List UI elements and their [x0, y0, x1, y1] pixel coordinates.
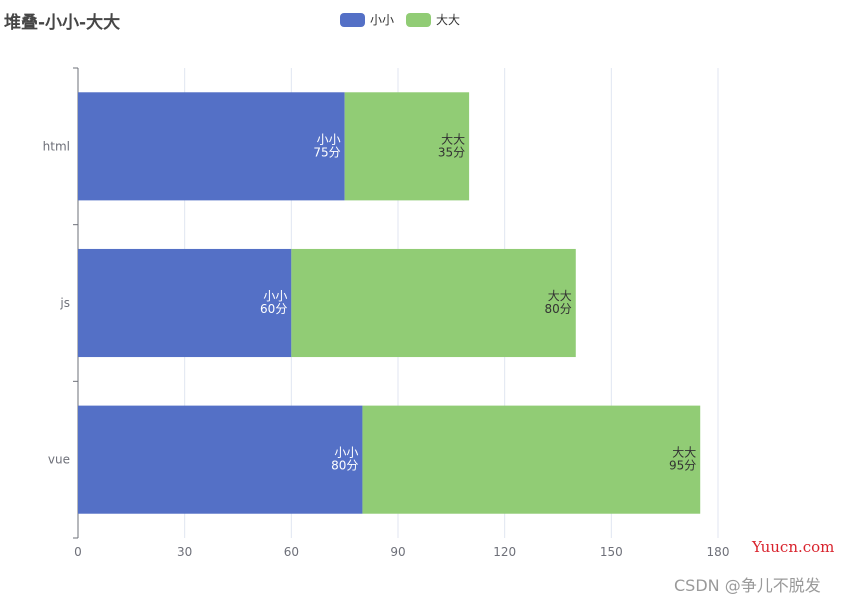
x-tick-label-180: 180	[707, 545, 730, 559]
bar-vue-大大	[362, 405, 701, 514]
legend-label-xiaoxiao: 小小	[370, 13, 395, 27]
data-label-html-大大-line1: 35分	[438, 145, 465, 159]
data-label-vue-大大-line1: 95分	[669, 459, 696, 473]
chart-title: 堆叠-小小-大大	[4, 13, 121, 33]
x-tick-label-60: 60	[284, 545, 299, 559]
bar-js-大大	[291, 248, 576, 358]
legend-item-xiaoxiao[interactable]: 小小	[340, 11, 394, 28]
legend-swatch-dada	[406, 12, 432, 27]
y-category-label-vue: vue	[48, 453, 70, 467]
y-category-label-js: js	[59, 296, 70, 310]
bar-html-小小	[78, 92, 345, 201]
legend-swatch-xiaoxiao	[340, 12, 365, 27]
watermark-yuucn: Yuucn.com	[752, 538, 835, 556]
x-tick-label-0: 0	[74, 545, 82, 559]
data-label-html-小小-line0: 小小	[317, 132, 341, 146]
x-tick-label-120: 120	[493, 545, 516, 559]
bar-js-小小	[78, 248, 292, 358]
legend-item-dada[interactable]: 大大	[406, 11, 460, 28]
y-category-label-html: html	[43, 139, 70, 153]
data-label-vue-小小-line1: 80分	[331, 459, 358, 473]
x-tick-label-90: 90	[390, 545, 405, 559]
data-label-vue-小小-line0: 小小	[334, 446, 358, 460]
data-label-vue-大大-line0: 大大	[672, 446, 696, 460]
data-label-html-大大-line0: 大大	[441, 132, 465, 146]
bar-vue-小小	[78, 405, 363, 514]
bar-html-大大	[344, 92, 470, 201]
data-label-js-大大-line0: 大大	[548, 289, 572, 303]
x-tick-label-150: 150	[600, 545, 623, 559]
watermark-csdn: CSDN @争儿不脱发	[674, 576, 821, 595]
legend-label-dada: 大大	[436, 13, 461, 27]
data-label-js-小小-line1: 60分	[260, 302, 287, 316]
data-label-js-小小-line0: 小小	[263, 289, 287, 303]
legend: 小小 大大	[340, 11, 460, 28]
data-label-html-小小-line1: 75分	[313, 145, 340, 159]
x-tick-label-30: 30	[177, 545, 192, 559]
data-label-js-大大-line1: 80分	[544, 302, 571, 316]
